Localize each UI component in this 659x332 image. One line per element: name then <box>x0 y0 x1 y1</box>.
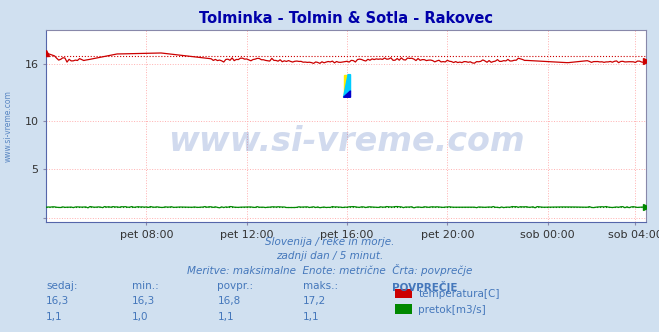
Text: 1,1: 1,1 <box>303 312 320 322</box>
Polygon shape <box>343 75 348 97</box>
Text: www.si-vreme.com: www.si-vreme.com <box>4 90 13 162</box>
Text: sedaj:: sedaj: <box>46 281 78 290</box>
Text: POVPREČJE: POVPREČJE <box>392 281 457 292</box>
Text: zadnji dan / 5 minut.: zadnji dan / 5 minut. <box>276 251 383 261</box>
Text: 16,3: 16,3 <box>132 296 155 306</box>
Text: 16,3: 16,3 <box>46 296 69 306</box>
Text: www.si-vreme.com: www.si-vreme.com <box>167 125 525 158</box>
Text: Slovenija / reke in morje.: Slovenija / reke in morje. <box>265 237 394 247</box>
Text: povpr.:: povpr.: <box>217 281 254 290</box>
Text: Meritve: maksimalne  Enote: metrične  Črta: povprečje: Meritve: maksimalne Enote: metrične Črta… <box>186 264 473 276</box>
Text: 1,1: 1,1 <box>46 312 63 322</box>
Text: pretok[m3/s]: pretok[m3/s] <box>418 305 486 315</box>
Text: 17,2: 17,2 <box>303 296 326 306</box>
Text: 16,8: 16,8 <box>217 296 241 306</box>
Title: Tolminka - Tolmin & Sotla - Rakovec: Tolminka - Tolmin & Sotla - Rakovec <box>199 11 493 26</box>
Polygon shape <box>343 91 351 97</box>
Text: 1,1: 1,1 <box>217 312 234 322</box>
Text: 1,0: 1,0 <box>132 312 148 322</box>
Text: temperatura[C]: temperatura[C] <box>418 290 500 299</box>
Text: min.:: min.: <box>132 281 159 290</box>
Text: maks.:: maks.: <box>303 281 338 290</box>
Polygon shape <box>343 75 351 97</box>
